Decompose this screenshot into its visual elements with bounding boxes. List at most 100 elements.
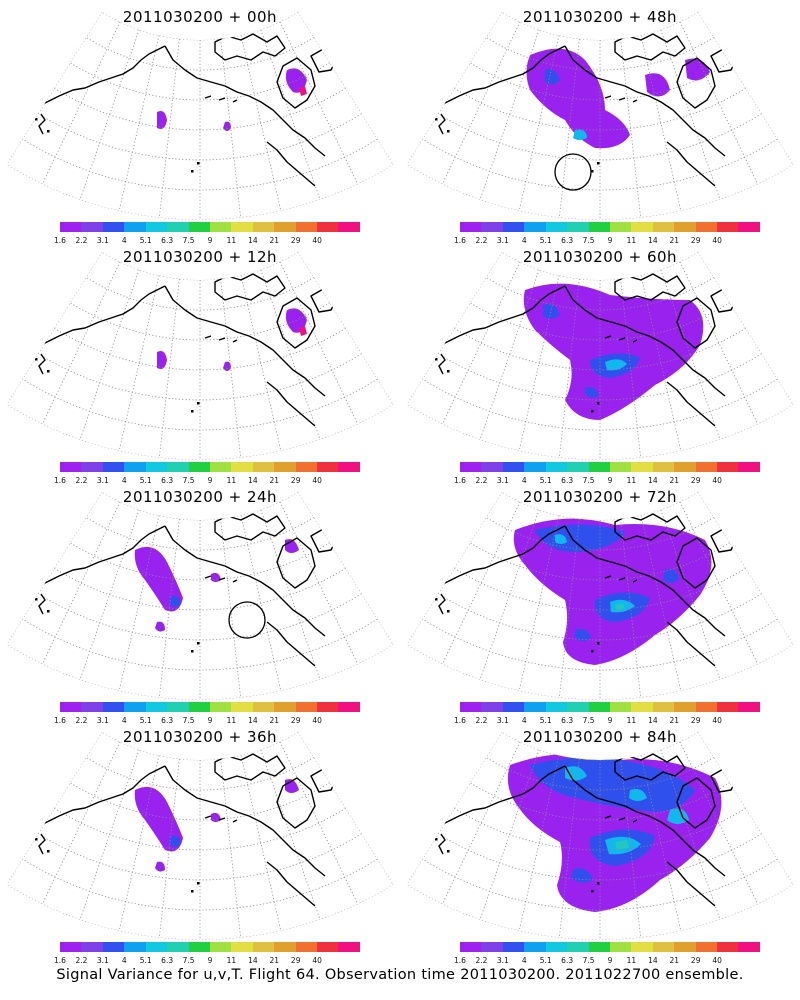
colorbar-tick-label: 14 xyxy=(648,956,658,965)
colorbar-tick-label: 21 xyxy=(269,716,280,725)
colorbar-swatch xyxy=(274,222,296,232)
colorbar-tick-label: 40 xyxy=(312,476,322,485)
colorbar-tick-label: 29 xyxy=(290,716,301,725)
colorbar-tick-label: 2.2 xyxy=(475,956,488,965)
colorbar-tick-label: 3.1 xyxy=(96,956,109,965)
colorbar-swatch xyxy=(102,222,125,232)
coastline xyxy=(564,285,726,397)
variance-shading xyxy=(299,326,307,336)
variance-map xyxy=(6,11,394,221)
variance-map xyxy=(6,731,394,941)
colorbar-swatch xyxy=(460,702,482,712)
colorbar-swatch xyxy=(317,702,339,712)
colorbar-swatch xyxy=(209,462,232,472)
colorbar-tick-label: 29 xyxy=(690,716,701,725)
variance-shading xyxy=(223,361,231,371)
coastline xyxy=(676,537,716,589)
colorbar-tick-label: 6.3 xyxy=(161,476,174,485)
colorbar-swatch xyxy=(274,462,296,472)
map-panel: 2011030200 + 12h 1.6 2.2 3.1 4 5.1 6.3 7.5 9 11 14… xyxy=(0,240,400,485)
colorbar-tick-label: 14 xyxy=(648,236,658,245)
coastline xyxy=(164,285,326,397)
colorbar-swatch xyxy=(145,222,168,232)
colorbar-ticks: 1.6 2.2 3.1 4 5.1 6.3 7.5 9 11 14 21 29 40 xyxy=(454,956,760,966)
colorbar-swatch xyxy=(695,222,718,232)
colorbar-swatch xyxy=(252,942,275,952)
colorbar-swatch xyxy=(338,462,360,472)
colorbar-tick-label: 3.1 xyxy=(496,476,509,485)
colorbar-swatch xyxy=(567,462,589,472)
coastline xyxy=(214,33,286,61)
variance-shading xyxy=(605,359,627,371)
colorbar-swatch xyxy=(460,222,482,232)
colorbar-swatch xyxy=(524,462,546,472)
coastline xyxy=(204,335,238,343)
colorbar xyxy=(60,942,360,952)
colorbar-ticks: 1.6 2.2 3.1 4 5.1 6.3 7.5 9 11 14 21 29 40 xyxy=(454,236,760,246)
coastline xyxy=(214,753,286,781)
colorbar-tick-label: 7.5 xyxy=(582,956,595,965)
coastline xyxy=(614,33,686,61)
map-panel: 2011030200 + 00h 1.6 2.2 3.1 4 5.1 6.3 7.5 9 11 14… xyxy=(0,0,400,245)
colorbar-swatch xyxy=(209,702,232,712)
colorbar-tick-label: 9 xyxy=(207,476,213,485)
colorbar-swatch xyxy=(674,462,696,472)
variance-shading xyxy=(535,524,625,552)
colorbar-swatch xyxy=(588,942,610,952)
colorbar-tick-label: 2.2 xyxy=(475,236,488,245)
colorbar-tick-label: 2.2 xyxy=(75,716,88,725)
colorbar-swatch xyxy=(502,462,525,472)
colorbar-tick-label: 6.3 xyxy=(561,956,574,965)
colorbar-swatch xyxy=(481,942,503,952)
coastline xyxy=(34,45,166,109)
colorbar-tick-label: 14 xyxy=(648,716,658,725)
colorbar-swatch xyxy=(609,222,632,232)
observation-circle xyxy=(554,153,592,191)
colorbar-tick-label: 7.5 xyxy=(582,716,595,725)
colorbar-tick-label: 40 xyxy=(712,236,722,245)
colorbar-tick-label: 21 xyxy=(669,956,680,965)
colorbar-tick-label: 14 xyxy=(648,476,658,485)
colorbar-ticks: 1.6 2.2 3.1 4 5.1 6.3 7.5 9 11 14 21 29 40 xyxy=(54,716,360,726)
colorbar-tick-label: 6.3 xyxy=(161,236,174,245)
coastline xyxy=(434,45,566,109)
panel-title: 2011030200 + 60h xyxy=(522,248,678,266)
colorbar-ticks: 1.6 2.2 3.1 4 5.1 6.3 7.5 9 11 14 21 29 40 xyxy=(454,716,760,726)
colorbar-swatch xyxy=(209,222,232,232)
variance-shading xyxy=(134,786,183,852)
colorbar-tick-label: 29 xyxy=(290,956,301,965)
colorbar-tick-label: 9 xyxy=(607,236,613,245)
coastline xyxy=(310,527,338,553)
colorbar xyxy=(460,702,760,712)
colorbar-swatch xyxy=(567,222,589,232)
colorbar-tick-label: 14 xyxy=(248,236,258,245)
coastline xyxy=(310,767,338,793)
colorbar-tick-label: 11 xyxy=(226,476,237,485)
panel-title: 2011030200 + 48h xyxy=(522,8,678,26)
coastline xyxy=(310,287,338,313)
coastline xyxy=(266,861,316,907)
variance-map xyxy=(406,731,794,941)
coastline xyxy=(564,45,726,157)
colorbar-swatch xyxy=(209,942,232,952)
colorbar-swatch xyxy=(124,942,146,952)
colorbar-swatch xyxy=(524,702,546,712)
coastline xyxy=(438,833,446,855)
colorbar-tick-label: 6.3 xyxy=(561,476,574,485)
colorbar-tick-label: 1.6 xyxy=(54,956,66,965)
coastline xyxy=(214,273,286,301)
colorbar-tick-label: 21 xyxy=(669,476,680,485)
colorbar-tick-label: 14 xyxy=(248,476,258,485)
coastline xyxy=(38,593,46,615)
coastline xyxy=(38,833,46,855)
colorbar-swatch xyxy=(317,462,339,472)
colorbar-tick-label: 1.6 xyxy=(454,716,466,725)
coastline xyxy=(604,335,638,343)
coastline xyxy=(204,575,238,583)
colorbar-swatch xyxy=(609,462,632,472)
colorbar-swatch xyxy=(609,702,632,712)
colorbar-tick-label: 7.5 xyxy=(182,476,195,485)
coastline xyxy=(438,113,446,135)
colorbar-tick-label: 1.6 xyxy=(54,716,66,725)
coastline xyxy=(666,621,716,667)
